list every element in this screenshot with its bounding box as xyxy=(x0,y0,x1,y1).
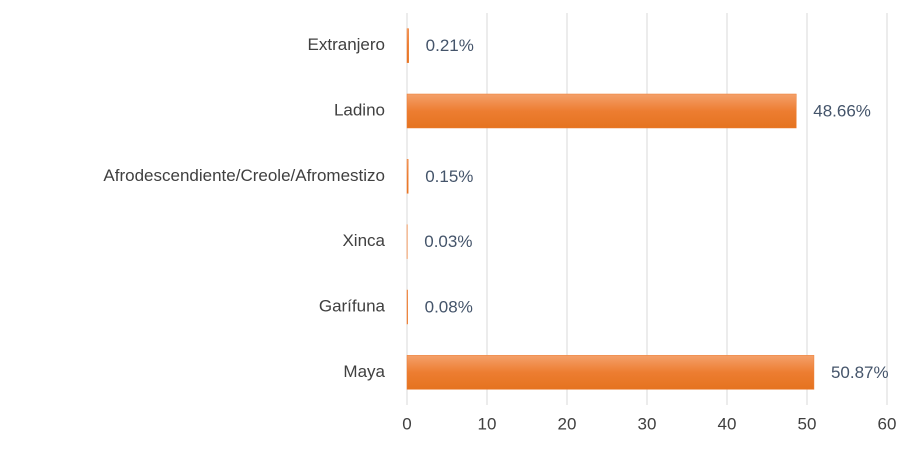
x-tick-label: 30 xyxy=(638,414,657,433)
bar xyxy=(406,289,408,325)
x-tick-label: 40 xyxy=(718,414,737,433)
y-tick-label: Maya xyxy=(343,362,385,381)
y-tick-label: Extranjero xyxy=(308,35,385,54)
bar xyxy=(406,93,797,129)
value-label: 0.03% xyxy=(424,232,472,251)
x-tick-label: 0 xyxy=(402,414,411,433)
x-tick-label: 50 xyxy=(798,414,817,433)
value-label: 0.21% xyxy=(426,36,474,55)
x-tick-label: 10 xyxy=(478,414,497,433)
y-tick-label: Ladino xyxy=(334,100,385,119)
y-tick-label: Xinca xyxy=(342,231,385,250)
value-label: 0.08% xyxy=(425,297,473,316)
y-tick-label: Garífuna xyxy=(319,296,386,315)
x-tick-label: 20 xyxy=(558,414,577,433)
value-label: 0.15% xyxy=(425,167,473,186)
bar xyxy=(406,28,409,63)
value-label: 50.87% xyxy=(831,363,889,382)
x-tick-label: 60 xyxy=(878,414,897,433)
bar xyxy=(406,355,815,390)
y-tick-label: Afrodescendiente/Creole/Afromestizo xyxy=(103,166,385,185)
bar xyxy=(406,159,409,194)
value-label: 48.66% xyxy=(813,101,871,120)
